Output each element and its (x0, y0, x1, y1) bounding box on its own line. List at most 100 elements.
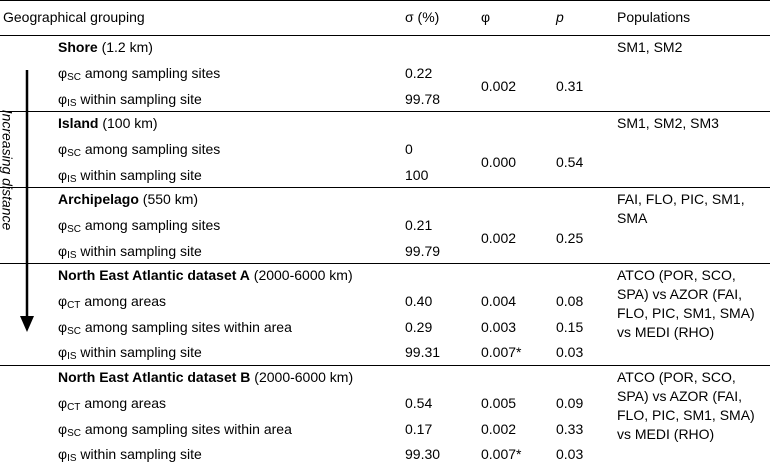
statistic-text: among areas (84, 293, 167, 309)
phi-symbol: φ (58, 65, 68, 81)
p-value: 0.33 (556, 420, 584, 437)
statistic-text: within sampling site (80, 90, 202, 107)
phi-symbol: φ (58, 242, 68, 259)
column-header: σ (%) (405, 9, 440, 25)
statistic-label: φSC among sampling sites within area (58, 421, 292, 442)
populations: SM1, SM2 (617, 39, 683, 55)
rule (0, 365, 770, 366)
p-value: 0.08 (556, 293, 584, 309)
section-distance: (2000-6000 km) (253, 267, 353, 283)
phi-value: 0.007* (481, 344, 522, 360)
statistic-text: within sampling site (80, 166, 202, 183)
sigma-value: 99.78 (405, 90, 441, 107)
phi-subscript: SC (67, 224, 81, 235)
phi-subscript: SC (67, 148, 81, 159)
statistic-label: φSC among sampling sites within area (58, 319, 292, 340)
section-title: North East Atlantic dataset A (2000-6000… (58, 267, 353, 283)
populations: FAI, FLO, PIC, SM1, SMA (617, 191, 745, 226)
section-title: Island (100 km) (58, 115, 158, 131)
sigma-value: 0.29 (405, 318, 433, 335)
sigma-value: 0 (405, 141, 413, 157)
section-title: Archipelago (550 km) (58, 191, 198, 207)
phi-symbol: φ (58, 446, 68, 462)
p-value: 0.31 (556, 77, 584, 94)
statistic-label: φIS within sampling site (58, 344, 202, 365)
side-label: Increasing distance (0, 110, 15, 231)
statistic-text: within sampling site (80, 446, 202, 462)
section-distance: (1.2 km) (101, 39, 153, 55)
phi-value: 0.005 (481, 395, 517, 411)
column-header: φ (481, 9, 491, 25)
section-name: Island (58, 115, 99, 131)
sigma-value: 0.40 (405, 293, 433, 309)
rule (0, 187, 770, 188)
section-title: North East Atlantic dataset B (2000-6000… (58, 369, 353, 385)
populations: SM1, SM2, SM3 (617, 115, 719, 131)
statistic-text: within sampling site (80, 242, 202, 259)
phi-value: 0.007* (481, 446, 522, 462)
column-header: Geographical grouping (3, 9, 145, 25)
statistic-label: φCT among areas (58, 395, 166, 416)
section-name: Shore (58, 39, 98, 55)
sigma-value: 0.22 (405, 65, 433, 81)
phi-subscript: IS (67, 351, 77, 362)
statistic-text: among sampling sites (84, 141, 221, 157)
phi-value: 0.002 (481, 229, 517, 246)
sigma-value: 0.54 (405, 395, 433, 411)
statistic-label: φSC among sampling sites (58, 217, 220, 238)
populations: ATCO (POR, SCO, SPA) vs AZOR (FAI, FLO, … (617, 369, 755, 442)
statistic-text: among sampling sites (84, 217, 221, 233)
phi-symbol: φ (58, 166, 68, 183)
section-distance: (100 km) (102, 115, 158, 131)
phi-subscript: SC (67, 427, 81, 439)
statistic-text: among sampling sites within area (84, 420, 292, 437)
sigma-value: 99.31 (405, 344, 441, 360)
rule (0, 263, 770, 264)
section-distance: (2000-6000 km) (254, 369, 354, 385)
sigma-value: 0.21 (405, 217, 433, 233)
phi-subscript: IS (67, 173, 77, 185)
p-value: 0.03 (556, 344, 584, 360)
phi-symbol: φ (58, 90, 68, 107)
rule (0, 111, 770, 112)
arrow-head (20, 316, 34, 332)
phi-symbol: φ (58, 395, 68, 411)
statistic-label: φIS within sampling site (58, 91, 202, 112)
sigma-value: 0.17 (405, 420, 433, 437)
statistic-text: among sampling sites within area (84, 318, 292, 335)
phi-symbol: φ (58, 420, 68, 437)
p-value: 0.03 (556, 446, 584, 462)
sigma-value: 99.30 (405, 446, 441, 462)
phi-symbol: φ (58, 344, 68, 360)
rule (0, 35, 770, 36)
statistic-label: φSC among sampling sites (58, 141, 220, 162)
phi-value: 0.000 (481, 153, 517, 170)
phi-subscript: IS (67, 453, 77, 464)
phi-symbol: φ (58, 318, 68, 335)
phi-subscript: CT (67, 402, 81, 413)
statistic-label: φIS within sampling site (58, 167, 202, 188)
phi-subscript: CT (67, 300, 81, 311)
statistic-text: within sampling site (80, 344, 202, 360)
p-value: 0.15 (556, 318, 584, 335)
phi-value: 0.003 (481, 318, 517, 335)
section-title: Shore (1.2 km) (58, 39, 153, 55)
phi-symbol: φ (58, 293, 68, 309)
phi-subscript: IS (67, 97, 77, 109)
section-name: North East Atlantic dataset B (58, 369, 251, 385)
phi-symbol: φ (58, 141, 68, 157)
column-header: p (556, 9, 564, 25)
section-name: North East Atlantic dataset A (58, 267, 250, 283)
statistic-text: among areas (84, 395, 167, 411)
section-distance: (550 km) (142, 191, 199, 207)
phi-value: 0.004 (481, 293, 517, 309)
statistic-label: φCT among areas (58, 293, 166, 314)
p-value: 0.54 (556, 153, 584, 170)
sigma-value: 99.79 (405, 242, 441, 259)
populations: ATCO (POR, SCO, SPA) vs AZOR (FAI, FLO, … (617, 267, 755, 340)
statistic-text: among sampling sites (84, 65, 221, 81)
phi-subscript: IS (67, 249, 77, 261)
statistic-label: φIS within sampling site (58, 243, 202, 264)
rule (0, 0, 770, 1)
